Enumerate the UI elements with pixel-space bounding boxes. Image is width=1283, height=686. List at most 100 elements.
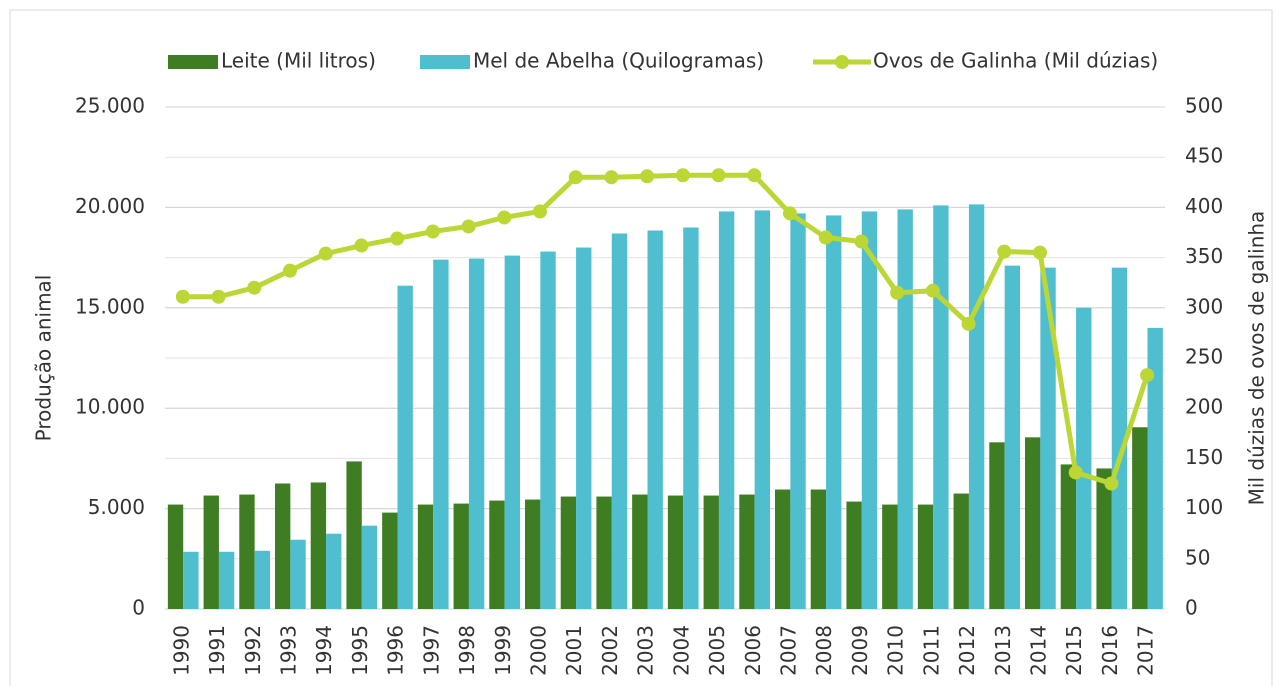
marker <box>390 231 405 246</box>
bar <box>1004 265 1020 609</box>
marker <box>1068 465 1083 480</box>
legend-marker <box>835 55 849 69</box>
bar <box>647 230 663 609</box>
bar <box>489 500 505 609</box>
legend-swatch <box>168 55 218 69</box>
bar <box>683 227 699 610</box>
marker <box>175 289 190 304</box>
marker <box>1140 368 1155 383</box>
bar <box>468 258 485 609</box>
x-tick-label: 2013 <box>991 625 1015 676</box>
x-tick-label: 2011 <box>919 625 943 676</box>
x-tick-label: 2012 <box>955 625 979 676</box>
bar <box>611 233 628 609</box>
x-tick-label: 2010 <box>884 625 908 676</box>
bar <box>1040 267 1056 609</box>
y2-tick-label: 150 <box>1185 445 1223 469</box>
y2-tick-label: 100 <box>1185 495 1223 519</box>
bar <box>576 247 592 609</box>
bar <box>218 551 235 609</box>
bar <box>275 483 291 609</box>
x-tick-label: 1997 <box>419 625 443 676</box>
x-tick-label: 1995 <box>348 625 372 676</box>
x-tick-label: 2007 <box>777 625 801 676</box>
bar <box>1025 437 1041 609</box>
marker <box>818 230 833 245</box>
bar <box>254 550 270 609</box>
x-tick-label: 1992 <box>241 625 265 676</box>
y2-axis-title: Mil dúzias de ovos de galinha <box>1245 211 1269 506</box>
legend-label: Ovos de Galinha (Mil dúzias) <box>873 49 1158 73</box>
bar <box>417 504 434 609</box>
bar <box>560 496 577 609</box>
marker <box>604 170 619 185</box>
bar <box>933 205 949 609</box>
bar <box>167 504 184 609</box>
marker <box>283 263 297 278</box>
legend-swatch <box>420 55 470 69</box>
bar <box>1111 267 1128 609</box>
bar <box>775 489 791 609</box>
bar <box>667 495 684 609</box>
marker <box>675 168 690 183</box>
y-tick-label: 0 <box>132 596 145 620</box>
bar <box>346 461 362 609</box>
bar <box>361 525 378 609</box>
bar <box>382 512 398 609</box>
y2-tick-label: 300 <box>1185 294 1223 318</box>
x-tick-label: 1996 <box>384 625 408 676</box>
bar <box>826 215 842 609</box>
marker <box>354 238 369 253</box>
bar <box>790 213 806 609</box>
y-tick-label: 20.000 <box>75 194 145 218</box>
y2-tick-label: 0 <box>1185 596 1198 620</box>
bar <box>989 442 1005 609</box>
y2-tick-label: 500 <box>1185 94 1223 118</box>
y-tick-label: 15.000 <box>75 294 145 318</box>
y-tick-label: 25.000 <box>75 94 145 118</box>
bar <box>397 285 413 609</box>
y-tick-label: 5.000 <box>88 495 145 519</box>
x-tick-label: 1998 <box>455 625 479 676</box>
marker <box>783 206 797 221</box>
marker <box>961 316 976 331</box>
bar <box>183 551 199 609</box>
bar <box>703 495 719 609</box>
x-tick-label: 1999 <box>491 625 515 676</box>
bar <box>846 501 862 609</box>
marker <box>318 246 333 261</box>
x-tick-label: 2016 <box>1098 625 1122 676</box>
x-tick-label: 1994 <box>312 625 336 676</box>
x-tick-label: 2006 <box>741 625 765 676</box>
marker <box>497 210 512 225</box>
bar <box>540 251 556 610</box>
bar <box>882 504 898 609</box>
y2-tick-label: 250 <box>1185 345 1223 369</box>
bar <box>1060 464 1077 609</box>
x-tick-label: 1990 <box>169 625 193 676</box>
marker <box>533 204 547 219</box>
bar <box>453 503 469 609</box>
marker <box>247 280 262 295</box>
bar <box>203 495 219 609</box>
marker <box>640 169 655 184</box>
bar <box>504 255 520 610</box>
bar <box>917 504 934 609</box>
y2-tick-label: 200 <box>1185 395 1223 419</box>
marker <box>854 234 869 249</box>
bar <box>754 210 770 610</box>
x-tick-label: 2017 <box>1134 625 1158 676</box>
x-tick-label: 2002 <box>598 625 622 676</box>
bar <box>953 493 969 609</box>
x-tick-label: 2001 <box>562 625 586 676</box>
legend-label: Mel de Abelha (Quilogramas) <box>473 49 764 73</box>
marker <box>711 168 726 183</box>
bar <box>861 211 878 609</box>
bar <box>739 494 755 609</box>
bar <box>1076 307 1092 609</box>
x-tick-label: 2014 <box>1027 625 1051 676</box>
marker <box>568 170 583 185</box>
y2-tick-label: 450 <box>1185 144 1223 168</box>
bar <box>810 489 827 609</box>
bar <box>326 533 342 609</box>
